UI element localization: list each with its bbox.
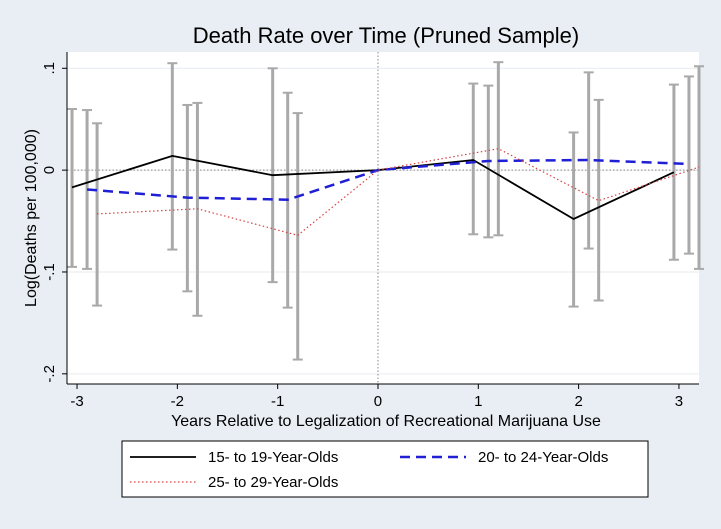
legend-label: 25- to 29-Year-Olds <box>208 474 338 491</box>
y-axis-label: Log(Deaths per 100,000) <box>23 129 40 307</box>
x-tick-label: 0 <box>374 393 382 410</box>
axes <box>66 52 699 385</box>
x-tick-label: -1 <box>271 393 284 410</box>
x-tick-label: 2 <box>574 393 582 410</box>
plot-area <box>67 52 699 384</box>
y-tick-label: .1 <box>41 62 58 75</box>
series-line <box>86 158 690 201</box>
chart-title: Death Rate over Time (Pruned Sample) <box>193 23 579 48</box>
x-ticks: -3 -2 -1 0 1 2 3 <box>70 384 683 410</box>
x-tick-label: 1 <box>474 393 482 410</box>
x-axis-label: Years Relative to Legalization of Recrea… <box>171 413 601 430</box>
x-tick-label: 3 <box>675 393 683 410</box>
x-tick-label: -2 <box>171 393 184 410</box>
series-line <box>97 148 700 236</box>
y-tick-label: -.2 <box>41 365 58 383</box>
y-tick-label: 0 <box>41 166 58 174</box>
legend-label: 15- to 19-Year-Olds <box>208 449 338 466</box>
legend: 15- to 19-Year-Olds 20- to 24-Year-Olds 25… <box>121 440 649 498</box>
x-tick-label: -3 <box>70 393 83 410</box>
legend-box <box>121 440 649 498</box>
y-ticks: .1 0 -.1 -.2 <box>41 62 67 383</box>
legend-label: 20- to 24-Year-Olds <box>478 449 608 466</box>
y-tick-label: -.1 <box>41 263 58 281</box>
series-lines <box>71 148 700 236</box>
